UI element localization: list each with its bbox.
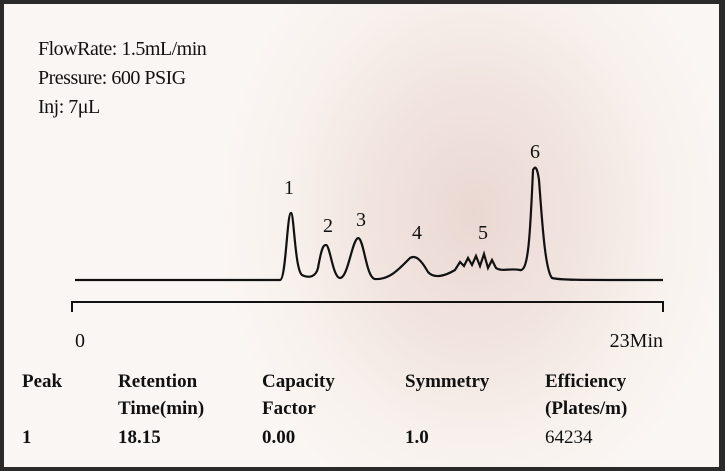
table-header: Capacity Factor [262,368,335,422]
header-line: Time(min) [118,398,205,419]
time-axis [71,301,664,312]
table-header: Efficiency (Plates/m) [545,368,627,422]
chromatogram: 1 2 3 4 5 6 0 23Min [71,141,664,352]
table-cell: 1 [22,427,32,448]
peak-label: 5 [478,222,488,244]
table-cell: 18.15 [118,427,161,448]
header-line: Peak [22,371,63,392]
condition: Pressure: 600 PSIG [38,67,186,89]
header-line: Capacity [262,371,335,392]
peak-label: 3 [356,209,366,231]
table-cell: 1.0 [405,427,429,448]
peak-label: 2 [323,215,333,237]
header-line: (Plates/m) [545,398,628,419]
header-line: Symmetry [405,371,490,392]
peak-label: 6 [530,141,540,163]
table-cell: 0.00 [262,427,296,448]
table-header: Peak [22,368,62,395]
peak-label: 4 [412,222,422,244]
axis-end-label: 23Min [610,330,663,352]
header-line: Efficiency [545,371,627,392]
axis-start-label: 0 [75,330,85,352]
condition: FlowRate: 1.5mL/min [38,38,207,60]
header-line: Factor [262,398,316,419]
peak-label: 1 [284,177,294,199]
condition: Inj: 7μL [38,96,100,118]
trace [75,166,664,282]
table-header: Retention Time(min) [118,368,204,422]
table-cell: 64234 [545,427,593,448]
header-line: Retention [118,371,198,392]
table-header: Symmetry [405,368,489,395]
